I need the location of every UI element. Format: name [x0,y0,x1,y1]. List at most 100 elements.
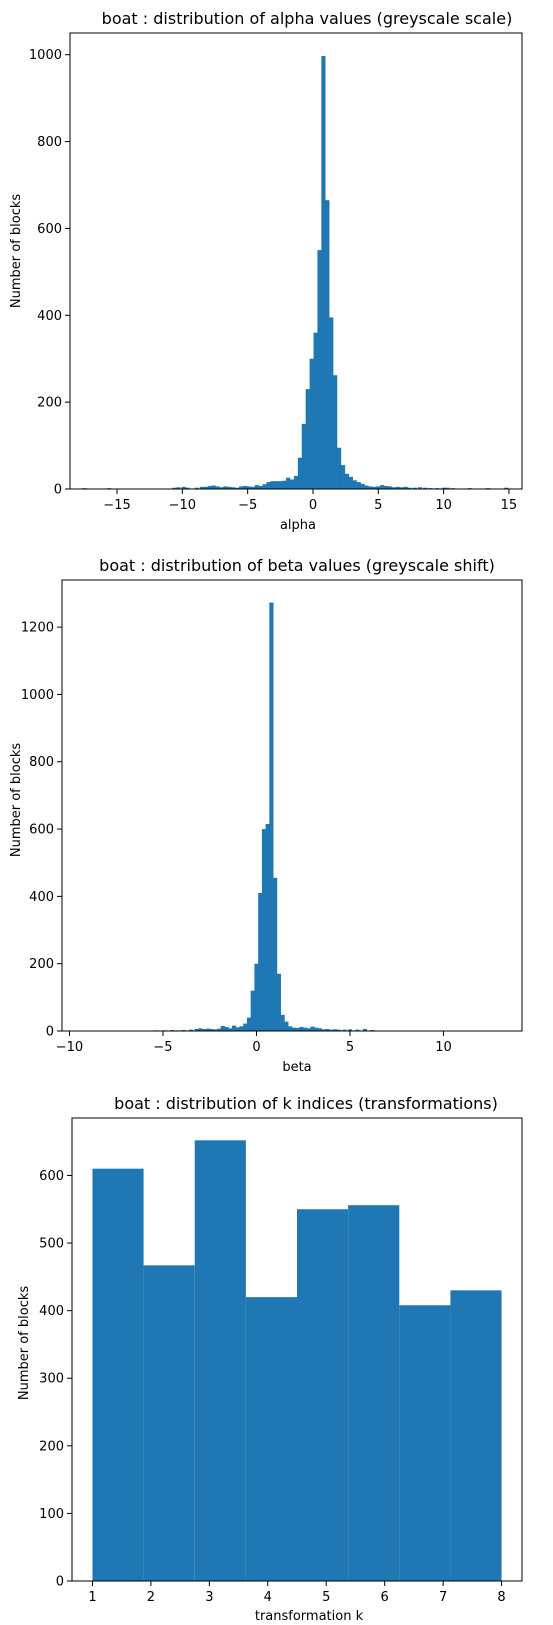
histogram-bar [317,250,322,489]
histogram-bar [246,486,252,489]
histogram-bar [356,482,361,489]
histogram-bar [235,1027,240,1031]
histogram-bar [337,447,342,489]
histogram-bar [306,1028,311,1031]
histogram-bar [250,990,255,1031]
histogram-bar [445,487,450,489]
x-tick-label: 8 [497,1590,505,1605]
histogram-bar [213,1029,218,1031]
histogram-bar [301,423,306,489]
histogram-bar [194,1028,199,1031]
histogram-bar [286,477,291,489]
y-tick-label: 600 [29,823,54,838]
histogram-alpha: boat : distribution of alpha values (gre… [9,9,523,533]
histogram-bar [321,56,326,490]
histogram-bar [209,1028,214,1031]
histogram-bar [317,1028,323,1031]
y-tick-label: 1200 [21,621,54,636]
histogram-bar [243,1023,248,1031]
x-tick-label: 1 [88,1590,96,1605]
x-tick-label: 10 [435,1040,452,1055]
histogram-bar [205,1028,210,1031]
y-axis: 0 100 200 300 400 500 600 [39,1169,72,1590]
histogram-bar [198,1028,203,1031]
histogram-bar [329,317,334,489]
histogram-bar [399,487,404,489]
histogram-bar [276,973,281,1031]
histogram-bar [207,485,212,489]
histogram-bar [372,486,377,489]
histogram-bar [273,877,278,1031]
histogram-bar [211,485,216,489]
histogram-bar [387,486,393,489]
histogram-bar [297,1209,349,1581]
histogram-bar [399,1305,451,1581]
y-tick-label: 500 [39,1237,64,1252]
histogram-bar [347,1029,353,1031]
histogram-bar [384,485,389,489]
histogram-bar [258,893,263,1031]
histogram-bar [344,473,350,489]
histogram-bar [364,485,369,489]
histogram-bar [376,486,381,489]
histogram-bar [423,487,428,489]
y-tick-label: 200 [39,1439,64,1454]
x-tick-label: 5 [346,1040,354,1055]
histogram-bar [261,829,266,1031]
histogram-bar [143,1265,195,1581]
chart-title: boat : distribution of k indices (transf… [114,1094,498,1113]
histogram-bar [202,1028,207,1031]
x-tick-label: 2 [147,1590,155,1605]
y-tick-label: 1000 [21,688,54,703]
x-tick-label: 5 [322,1590,330,1605]
histogram-bar [278,481,283,489]
x-tick-label: 5 [374,498,382,513]
x-tick-label: −15 [103,498,130,513]
histogram-bar [227,486,232,489]
y-tick-label: 800 [29,755,54,770]
histogram-bar [172,487,177,489]
histogram-bar [412,487,417,489]
bars [92,1140,502,1581]
histogram-bar [348,476,353,489]
y-tick-label: 800 [37,135,62,150]
histogram-bar [310,1026,315,1031]
y-tick-label: 400 [39,1304,64,1319]
x-tick-label: −5 [238,498,257,513]
histogram-bar [297,457,303,489]
x-axis: 1 2 3 4 5 6 7 8 [88,1581,506,1605]
y-tick-label: 600 [37,222,62,237]
bars [82,56,509,490]
histogram-bar [203,486,208,489]
histogram-bar [325,1028,330,1031]
x-tick-label: 6 [381,1590,389,1605]
histogram-bar [348,1205,400,1581]
histogram-bar [441,487,446,489]
histogram-bar [288,1026,293,1031]
histogram-bar [309,358,314,489]
histogram-bar [199,486,205,489]
histogram-bar [314,1027,319,1031]
histogram-bar [342,1029,347,1031]
histogram-bar [266,482,271,489]
chart-title: boat : distribution of beta values (grey… [99,556,495,575]
histogram-bar [219,487,224,489]
chart-title: boat : distribution of alpha values (gre… [102,9,513,28]
y-axis-label: Number of blocks [9,743,24,858]
histogram-bar [250,486,255,489]
x-axis-label: transformation k [255,1609,364,1624]
y-tick-label: 200 [29,957,54,972]
histogram-bar [239,486,244,489]
histogram-bar [185,487,190,489]
histogram-bar [291,1027,296,1031]
histogram-bar [362,1028,367,1031]
histogram-bar [181,1029,186,1031]
histogram-bar [418,487,423,489]
y-tick-label: 400 [37,309,62,324]
histogram-bar [246,1017,252,1031]
y-tick-label: 600 [39,1169,64,1184]
histogram-bar [303,1027,308,1031]
histogram-bar [270,481,275,489]
histogram-bar [340,465,346,489]
x-tick-label: 0 [252,1040,260,1055]
